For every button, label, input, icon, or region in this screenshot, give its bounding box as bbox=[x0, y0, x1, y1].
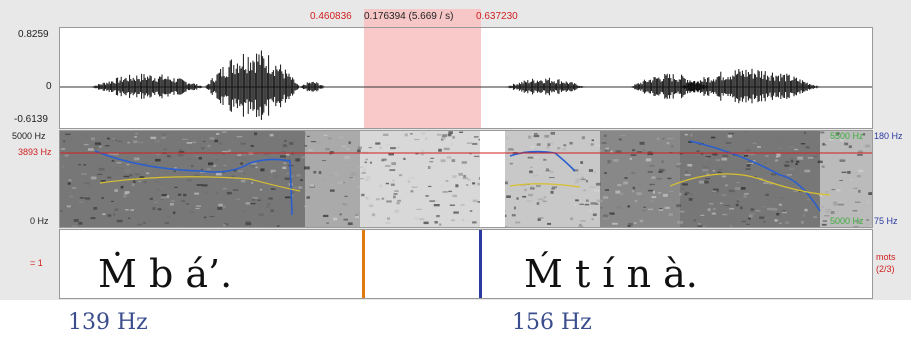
spectrogram-image bbox=[60, 131, 872, 227]
pitch-max-label: 180 Hz bbox=[874, 131, 903, 141]
boundary-orange[interactable] bbox=[362, 230, 365, 298]
green-upper-label: 5500 Hz bbox=[830, 131, 864, 141]
waveform-zero-label: 0 bbox=[46, 81, 52, 92]
spectrogram-min-freq: 0 Hz bbox=[30, 216, 49, 226]
waveform-min-label: -0.6139 bbox=[14, 114, 48, 125]
tier-name-label: mots bbox=[876, 252, 896, 262]
word-mtina: Ḿ t í n à. bbox=[524, 252, 698, 296]
spectrogram-cursor-freq: 3893 Hz bbox=[18, 147, 52, 157]
selection-readout-band[interactable] bbox=[364, 9, 481, 27]
green-lower-label: 5000 Hz bbox=[830, 216, 864, 226]
selection-start-time: 0.460836 bbox=[310, 11, 352, 22]
spectrogram-panel[interactable] bbox=[59, 130, 873, 228]
annotation-tier[interactable] bbox=[59, 229, 873, 299]
waveform-max-label: 0.8259 bbox=[18, 29, 49, 40]
tier-count-label: (2/3) bbox=[876, 264, 895, 274]
selection-end-time: 0.637230 bbox=[476, 11, 518, 22]
spectrogram-max-freq: 5000 Hz bbox=[12, 131, 46, 141]
waveform-selection[interactable] bbox=[364, 28, 481, 128]
pitch-label-1: 139 Hz bbox=[68, 310, 148, 335]
pitch-label-2: 156 Hz bbox=[512, 310, 592, 335]
word-mba: Ṁ b á’. bbox=[98, 252, 233, 296]
selection-duration: 0.176394 (5.669 / s) bbox=[364, 11, 454, 22]
pitch-min-label: 75 Hz bbox=[874, 216, 898, 226]
tier-left-label: = 1 bbox=[30, 258, 43, 268]
boundary-blue[interactable] bbox=[479, 230, 482, 298]
